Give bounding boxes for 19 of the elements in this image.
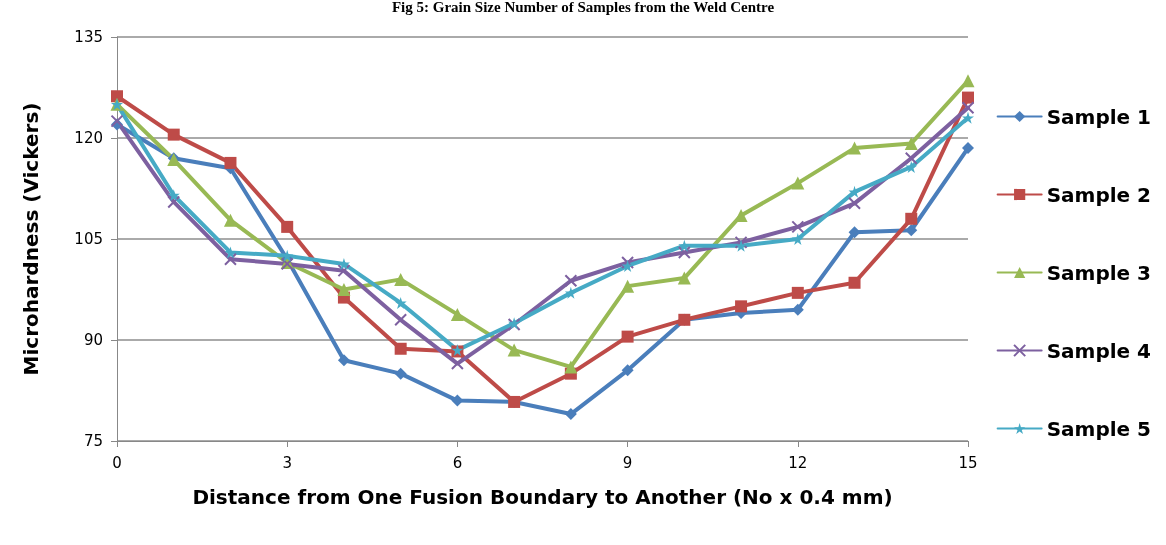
x-axis-title: Distance from One Fusion Boundary to Another (No x 0.4 mm) bbox=[192, 485, 893, 509]
x-tick-label: 3 bbox=[282, 453, 292, 472]
x-tick-label: 6 bbox=[452, 453, 463, 472]
y-tick-label: 75 bbox=[83, 432, 103, 450]
x-tick-label: 12 bbox=[788, 453, 808, 472]
x-tick-label: 0 bbox=[112, 453, 122, 472]
legend-label: Sample 5 bbox=[1046, 416, 1151, 441]
y-axis-title: Microhardness (Vickers) bbox=[19, 102, 43, 376]
legend-label: Sample 1 bbox=[1046, 104, 1151, 129]
x-tick-label: 9 bbox=[622, 453, 633, 472]
y-tick-label: 120 bbox=[74, 129, 103, 147]
y-tick-label: 90 bbox=[83, 331, 103, 349]
y-tick-label: 105 bbox=[74, 230, 103, 248]
legend-label: Sample 3 bbox=[1046, 260, 1151, 285]
legend-label: Sample 2 bbox=[1046, 182, 1151, 207]
legend-label: Sample 4 bbox=[1046, 338, 1151, 363]
x-tick-label: 15 bbox=[958, 453, 978, 472]
y-tick-label: 135 bbox=[74, 28, 103, 46]
chart-title: Fig 5: Grain Size Number of Samples from the Weld Centre bbox=[391, 0, 775, 15]
